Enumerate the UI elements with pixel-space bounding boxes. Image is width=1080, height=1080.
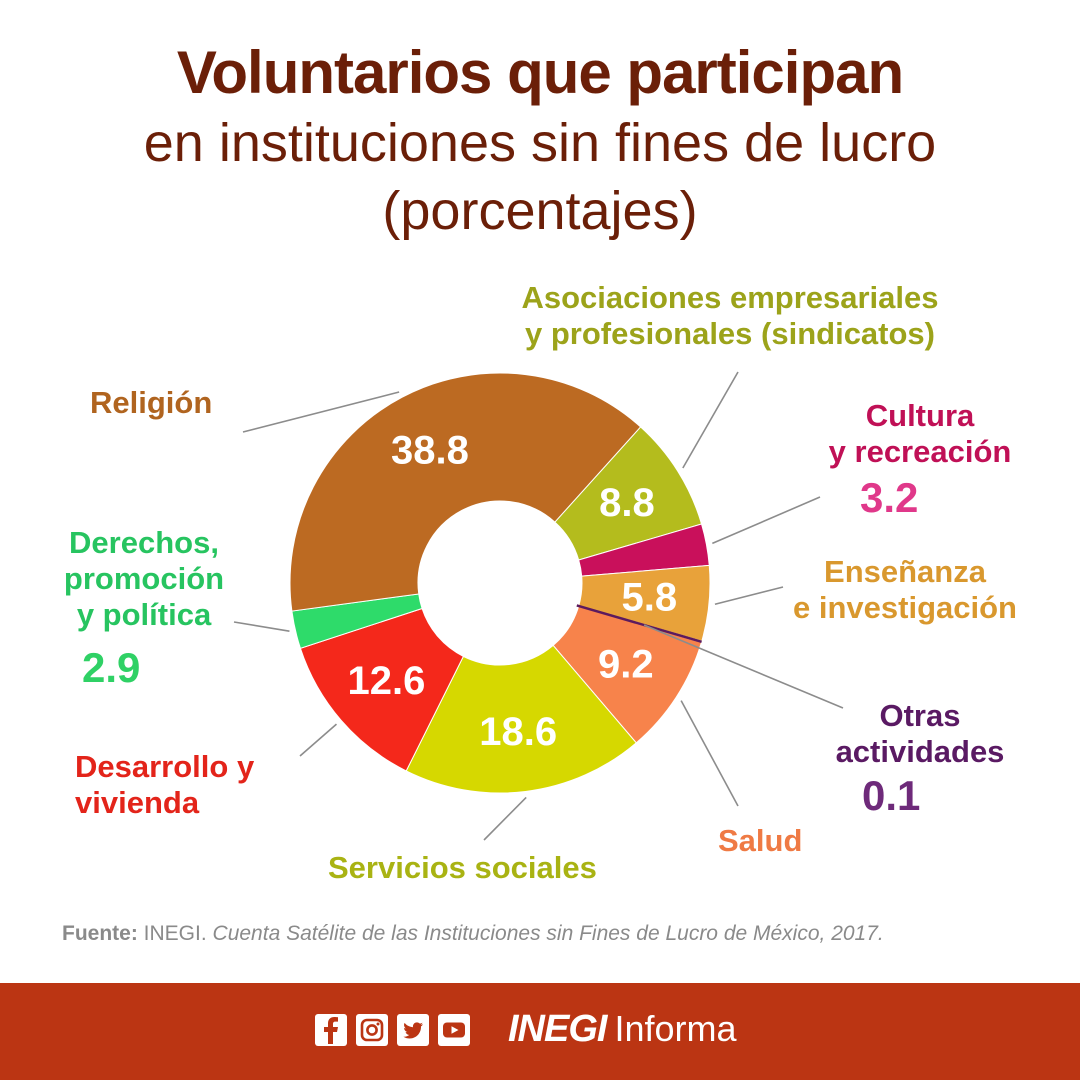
label-line: Cultura (865, 398, 975, 433)
leader-servicios (483, 796, 527, 841)
label-salud: Salud (718, 823, 802, 859)
slice-value-servicios: 18.6 (479, 710, 557, 754)
slice-value-salud: 9.2 (598, 643, 654, 687)
label-line: e investigación (793, 590, 1017, 625)
slice-value-labels: 8.8 5.8 9.2 18.6 12.6 38.8 (348, 428, 678, 754)
label-servicios: Servicios sociales (328, 850, 597, 886)
label-religion: Religión (90, 385, 212, 421)
facebook-icon[interactable] (315, 1014, 347, 1046)
donut-slices (289, 372, 711, 794)
label-otras: Otras actividades (800, 698, 1040, 770)
slice-value-asociaciones: 8.8 (599, 481, 655, 525)
label-line: Asociaciones empresariales (521, 280, 939, 315)
leader-salud (680, 700, 739, 807)
label-line: Derechos, (69, 525, 219, 560)
source-label: Fuente: (62, 922, 138, 945)
instagram-icon[interactable] (356, 1014, 388, 1046)
label-line: Desarrollo y (75, 749, 255, 784)
chart-units: (porcentajes) (382, 181, 698, 241)
slice-religion (289, 372, 642, 612)
leader-religion (242, 391, 400, 433)
leader-asociaciones (682, 371, 739, 469)
value-otras: 0.1 (862, 772, 921, 819)
source-title: Cuenta Satélite de las Instituciones sin… (212, 922, 884, 945)
youtube-icon[interactable] (438, 1014, 470, 1046)
leader-derechos (233, 621, 290, 633)
value-derechos: 2.9 (82, 644, 141, 691)
label-line: Enseñanza (824, 554, 986, 589)
slice-value-ensenanza: 5.8 (621, 576, 677, 620)
label-asociaciones: Asociaciones empresariales y profesionale… (480, 280, 980, 352)
label-line: Salud (718, 823, 803, 858)
brand-logo: INEGI Informa (508, 1008, 737, 1051)
twitter-icon[interactable] (397, 1014, 429, 1046)
label-cultura: Cultura y recreación (790, 398, 1050, 470)
brand-light: Informa (614, 1008, 737, 1049)
label-line: y profesionales (sindicatos) (525, 316, 935, 351)
source-org: INEGI. (143, 922, 207, 945)
leader-desarrollo (299, 723, 338, 757)
label-derechos: Derechos, promoción y política (44, 525, 244, 633)
label-line: vivienda (75, 785, 200, 820)
slice-marker-otras (576, 604, 702, 643)
slice-servicios (405, 644, 637, 794)
source-note: Fuente: INEGI. Cuenta Satélite de las In… (62, 922, 884, 946)
leader-ensenanza (714, 586, 784, 606)
slice-value-desarrollo: 12.6 (348, 659, 426, 703)
slice-desarrollo (299, 607, 465, 772)
label-line: Otras (879, 698, 961, 733)
chart-title: Voluntarios que participan (176, 39, 904, 106)
value-cultura: 3.2 (860, 474, 919, 521)
leader-otras (643, 624, 844, 709)
label-line: y política (76, 597, 212, 632)
slice-value-religion: 38.8 (391, 428, 469, 472)
label-line: actividades (835, 734, 1005, 769)
brand-bold: INEGI (508, 1008, 607, 1050)
label-line: Religión (90, 385, 213, 420)
leader-lines (233, 371, 844, 841)
label-line: Servicios sociales (328, 850, 597, 885)
footer-bar (0, 983, 1080, 1080)
label-line: promoción (63, 561, 225, 596)
label-desarrollo: Desarrollo y vivienda (75, 749, 254, 821)
label-line: y recreación (828, 434, 1012, 469)
chart-subtitle: en instituciones sin fines de lucro (143, 113, 937, 173)
leader-cultura (712, 496, 821, 545)
social-icons (315, 1014, 470, 1046)
label-ensenanza: Enseñanza e investigación (760, 554, 1050, 626)
